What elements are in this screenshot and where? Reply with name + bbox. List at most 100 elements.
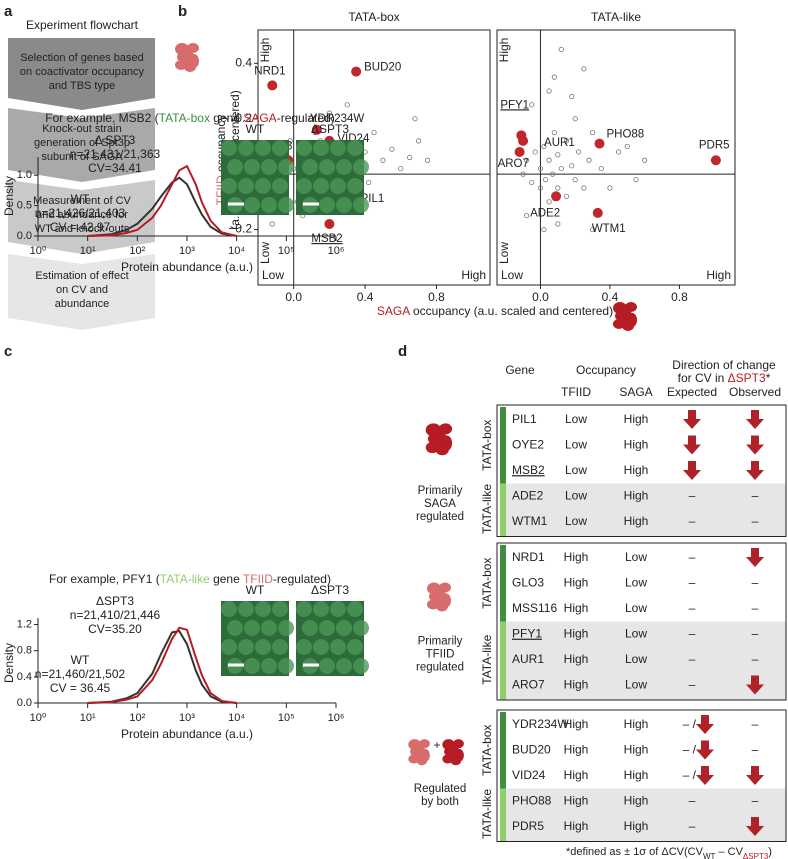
footnote-part: ) [768, 846, 772, 858]
subgroup-label: TATA-like [480, 634, 494, 684]
icon-blob [436, 601, 448, 612]
header: Observed [729, 385, 781, 399]
header-part: for CV in [678, 371, 728, 385]
icon-blob [427, 599, 439, 610]
cell: High [564, 794, 589, 808]
x-tick-label: 10¹ [80, 712, 96, 724]
x-axis-label: Protein abundance (a.u.) [121, 260, 253, 274]
down-arrow [696, 766, 714, 785]
panel-label: b [178, 3, 187, 20]
cell: High [564, 601, 589, 615]
microscopy-image [221, 601, 294, 676]
highlight-point [324, 219, 335, 230]
cell: Low [625, 678, 647, 692]
point-label: MSB2 [311, 233, 342, 245]
gene-name: YDR234W [512, 717, 569, 731]
cell: – [689, 489, 696, 503]
cell: Low [625, 601, 647, 615]
x-tick-label: 10⁵ [278, 245, 295, 257]
icon-blob [175, 60, 187, 70]
point-label: YDR234W [310, 113, 364, 125]
header: Expected [667, 385, 717, 399]
point [529, 102, 535, 108]
point [569, 93, 575, 100]
down-arrow [746, 435, 764, 455]
x-tick-label: 10³ [179, 245, 195, 257]
image-cell [302, 620, 318, 636]
chart-subtitle-part: SAGA [243, 111, 276, 125]
image-cell [272, 140, 288, 156]
x-tick-label: 10⁰ [30, 712, 47, 724]
image-cell [221, 639, 237, 655]
image-cell [330, 601, 346, 617]
flow-step-text: on CV and [56, 284, 108, 296]
point [389, 146, 395, 152]
gene-name: WTM1 [512, 514, 548, 528]
image-label: ΔSPT3 [311, 583, 349, 597]
point [416, 138, 422, 144]
down-arrow [696, 740, 714, 760]
panel-label: a [4, 3, 13, 20]
gene-name: VID24 [512, 768, 546, 782]
cell: High [624, 717, 649, 731]
point [407, 154, 413, 161]
chart-title: TATA-box [348, 10, 399, 24]
group-label: by both [421, 796, 459, 808]
image-cell [255, 639, 271, 655]
highlight-point [351, 66, 362, 77]
x-tick-label: 10⁵ [278, 712, 295, 724]
microscopy-image [296, 601, 369, 676]
x-tick-label: 0.4 [602, 290, 619, 304]
x-tick-label: 10⁴ [228, 712, 245, 724]
cell: – [689, 794, 696, 808]
header: SAGA [619, 385, 652, 399]
image-cell [227, 159, 243, 175]
icon-blob [438, 423, 453, 435]
gene-name: AUR1 [512, 652, 544, 666]
complex-icon [408, 739, 430, 766]
cell: – [689, 678, 696, 692]
cell: – / [683, 768, 697, 782]
cell: – [689, 550, 696, 564]
group-label: TFIID [426, 649, 455, 661]
point [633, 177, 639, 183]
point [572, 116, 578, 122]
chart-subtitle-part: TATA-like [160, 572, 210, 586]
x-tick-label: 0.0 [532, 290, 549, 304]
cell: – [752, 743, 759, 757]
point [607, 185, 613, 191]
point [537, 185, 544, 191]
corner-label: Low [262, 268, 284, 282]
complex-icon [425, 423, 453, 456]
gene-name: ADE2 [512, 489, 544, 503]
cell: High [564, 768, 589, 782]
image-cell [353, 159, 369, 175]
cell: High [624, 438, 649, 452]
cell: – [752, 717, 759, 731]
image-cell [319, 159, 335, 175]
gene-name: GLO3 [512, 576, 544, 590]
cell: High [564, 550, 589, 564]
corner-label: High [497, 38, 511, 63]
point [616, 149, 622, 155]
image-cell [347, 639, 363, 655]
down-arrow [746, 675, 764, 695]
image-cell [261, 159, 277, 175]
image-cell [272, 178, 288, 194]
point-label: PFY1 [500, 99, 529, 111]
point [366, 179, 372, 186]
highlight-point [518, 135, 529, 146]
point [523, 213, 530, 219]
cell: Low [565, 412, 587, 426]
cell: – [752, 794, 759, 808]
point [569, 163, 575, 169]
image-cell [296, 601, 312, 617]
group-label: regulated [416, 511, 464, 523]
cell: – [689, 819, 696, 833]
cell: Low [625, 652, 647, 666]
subgroup-label: TATA-like [480, 789, 494, 839]
footnote-part: WT [703, 852, 716, 859]
image-cell [255, 601, 271, 617]
cell: High [624, 794, 649, 808]
